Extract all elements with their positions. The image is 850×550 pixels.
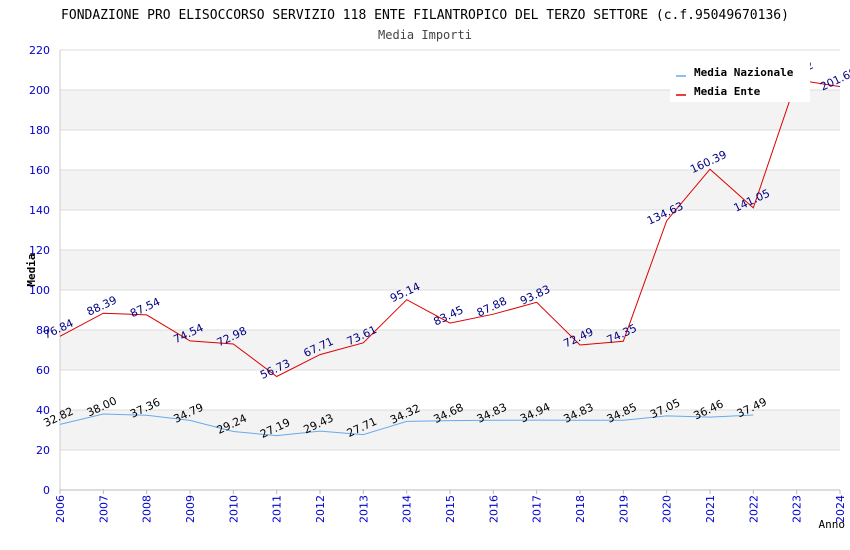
legend-label: Media Nazionale [694, 66, 794, 79]
x-tick-label: 2014 [401, 495, 414, 523]
y-tick-label: 60 [36, 364, 50, 377]
series-lines [59, 79, 841, 437]
x-tick-label: 2007 [97, 495, 110, 523]
y-tick-label: 180 [29, 124, 50, 137]
x-tick-label: 2015 [444, 495, 457, 523]
grid-bands [60, 90, 840, 450]
x-axis-label: Anno [819, 518, 846, 531]
series-line-0 [59, 413, 754, 437]
grid-band [60, 250, 840, 290]
y-tick-label: 120 [29, 244, 50, 257]
y-tick-label: 160 [29, 164, 50, 177]
y-axis-ticks: 0 20 40 60 80 100 120 140 160 180 200 220 [29, 44, 50, 497]
x-axis-ticks: 2006 2007 2008 2009 2010 2011 2012 2013 2014 2015… [54, 490, 847, 523]
y-tick-label: 80 [36, 324, 50, 337]
y-tick-label: 0 [43, 484, 50, 497]
x-tick-label: 2019 [617, 495, 630, 523]
y-tick-label: 200 [29, 84, 50, 97]
x-tick-label: 2009 [184, 495, 197, 523]
y-tick-label: 100 [29, 284, 50, 297]
data-label: 201.69 [818, 65, 850, 93]
axes [59, 50, 840, 491]
x-tick-label: 2008 [141, 495, 154, 523]
x-tick-label: 2020 [661, 495, 674, 523]
grid-band [60, 170, 840, 210]
x-tick-label: 2016 [487, 495, 500, 523]
x-tick-label: 2018 [574, 495, 587, 523]
grid-lines [60, 49, 840, 491]
data-label: 83.45 [431, 303, 465, 328]
y-tick-label: 40 [36, 404, 50, 417]
y-tick-label: 220 [29, 44, 50, 57]
x-tick-label: 2023 [791, 495, 804, 523]
data-label: 88.39 [85, 293, 119, 318]
x-tick-label: 2024 [834, 495, 847, 523]
legend-label: Media Ente [694, 85, 761, 98]
x-tick-label: 2021 [704, 495, 717, 523]
y-tick-label: 20 [36, 444, 50, 457]
x-tick-label: 2013 [357, 495, 370, 523]
y-tick-label: 140 [29, 204, 50, 217]
series-line-1 [59, 79, 841, 378]
grid-band [60, 330, 840, 370]
x-tick-label: 2022 [747, 495, 760, 523]
x-tick-label: 2006 [54, 495, 67, 523]
data-label: 87.88 [475, 294, 509, 319]
legend-box [670, 58, 810, 102]
x-tick-label: 2010 [227, 495, 240, 523]
chart-subtitle: Media Importi [378, 28, 472, 42]
data-label: 87.54 [128, 295, 162, 320]
y-axis-label: Media [25, 253, 38, 286]
x-tick-label: 2011 [271, 495, 284, 523]
chart-title: FONDAZIONE PRO ELISOCCORSO SERVIZIO 118 … [61, 8, 789, 23]
x-tick-label: 2017 [531, 495, 544, 523]
legend: Media Nazionale Media Ente [670, 58, 810, 102]
x-tick-label: 2012 [314, 495, 327, 523]
